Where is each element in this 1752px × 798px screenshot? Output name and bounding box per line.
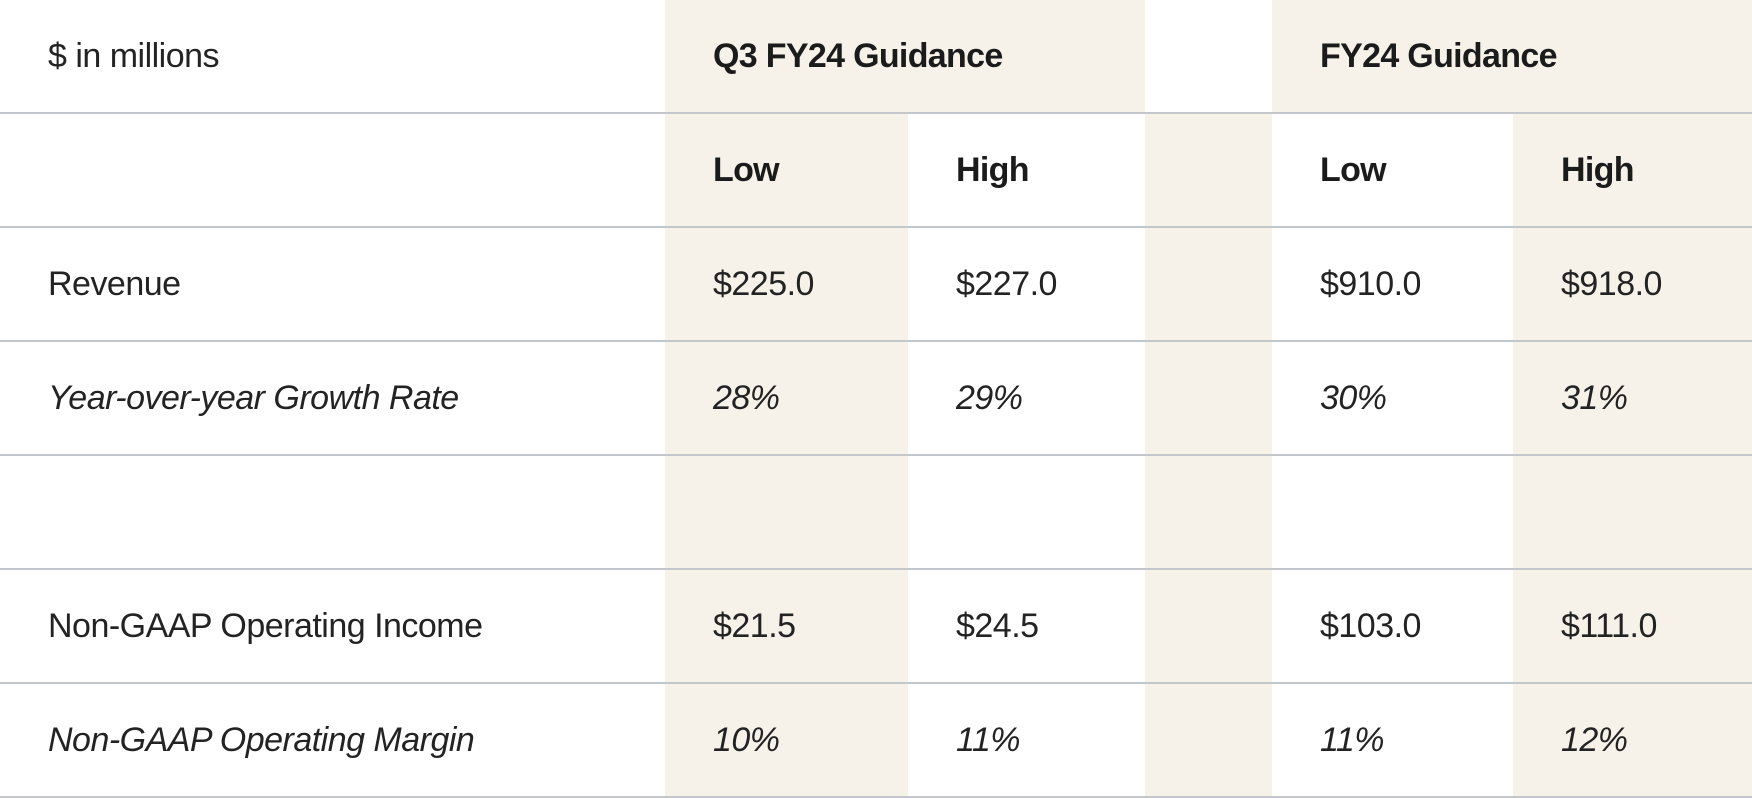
table-row-spacer (0, 456, 1752, 570)
op-income-fy24-high: $111.0 (1513, 570, 1752, 682)
row-label-operating-income: Non-GAAP Operating Income (48, 606, 483, 645)
gap-cell (1145, 342, 1272, 454)
revenue-q3-high: $227.0 (956, 264, 1057, 303)
growth-q3-high: 29% (956, 378, 1023, 417)
revenue-fy24-low: $910.0 (1320, 264, 1421, 303)
spacer-cell (1513, 456, 1752, 568)
row-label-revenue: Revenue (48, 264, 181, 303)
spacer-cell (908, 456, 1145, 568)
growth-fy24-low: 30% (1320, 378, 1387, 417)
growth-q3-low: 28% (665, 342, 908, 454)
subheader-q3-high: High (956, 150, 1030, 189)
header-gap-cell (1145, 0, 1272, 112)
op-income-q3-low: $21.5 (665, 570, 908, 682)
op-margin-q3-high: 11% (956, 720, 1021, 759)
subheader-q3-low: Low (665, 114, 908, 226)
gap-cell (1145, 228, 1272, 340)
op-margin-fy24-low: 11% (1320, 720, 1385, 759)
subheader-fy24-low: Low (1320, 150, 1387, 189)
units-note: $ in millions (48, 36, 220, 75)
spacer-label (0, 456, 665, 568)
table-row-operating-margin: Non-GAAP Operating Margin 10% 11% 11% 12… (0, 684, 1752, 798)
op-margin-q3-low: 10% (665, 684, 908, 796)
op-income-fy24-low: $103.0 (1320, 606, 1421, 645)
gap-cell (1145, 570, 1272, 682)
revenue-fy24-high: $918.0 (1513, 228, 1752, 340)
gap-cell (1145, 456, 1272, 568)
table-row-operating-income: Non-GAAP Operating Income $21.5 $24.5 $1… (0, 570, 1752, 684)
fy24-guidance-header: FY24 Guidance (1272, 0, 1752, 112)
subheader-gap-cell (1145, 114, 1272, 226)
row-label-operating-margin: Non-GAAP Operating Margin (48, 720, 475, 759)
subheader-row: Low High Low High (0, 114, 1752, 228)
q3-fy24-guidance-header: Q3 FY24 Guidance (665, 0, 1145, 112)
spacer-cell (1272, 456, 1513, 568)
op-income-q3-high: $24.5 (956, 606, 1039, 645)
revenue-q3-low: $225.0 (665, 228, 908, 340)
spacer-cell (665, 456, 908, 568)
gap-cell (1145, 684, 1272, 796)
row-label-growth-rate: Year-over-year Growth Rate (48, 378, 459, 417)
growth-fy24-high: 31% (1513, 342, 1752, 454)
table-row-growth-rate: Year-over-year Growth Rate 28% 29% 30% 3… (0, 342, 1752, 456)
op-margin-fy24-high: 12% (1513, 684, 1752, 796)
subheader-fy24-high: High (1513, 114, 1752, 226)
header-group-row: $ in millions Q3 FY24 Guidance FY24 Guid… (0, 0, 1752, 114)
table-row-revenue: Revenue $225.0 $227.0 $910.0 $918.0 (0, 228, 1752, 342)
subheader-empty-label (0, 114, 665, 226)
